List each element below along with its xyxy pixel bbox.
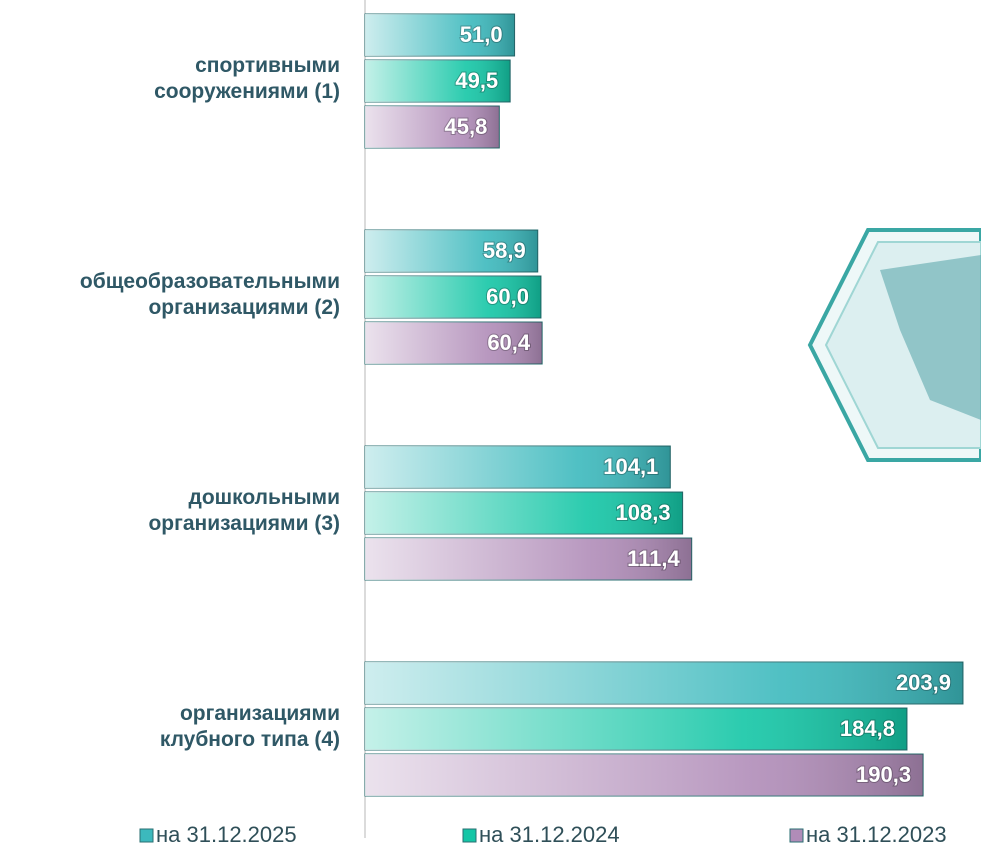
value-label: 60,4 <box>487 330 531 355</box>
value-label: 104,1 <box>603 454 658 479</box>
bar <box>364 753 924 797</box>
value-label: 111,4 <box>627 546 680 571</box>
value-label: 108,3 <box>616 500 671 525</box>
bar <box>364 707 908 751</box>
value-label: 49,5 <box>455 68 498 93</box>
category-label: спортивными сооружениями (1) <box>154 54 340 103</box>
legend-marker <box>462 828 477 843</box>
category-label: организациями клубного типа (4) <box>160 702 340 751</box>
value-label: 58,9 <box>483 238 526 263</box>
legend-label: на 31.12.2023 <box>806 822 947 847</box>
value-label: 184,8 <box>840 716 895 741</box>
value-label: 60,0 <box>486 284 529 309</box>
value-label: 190,3 <box>856 762 911 787</box>
value-label: 51,0 <box>460 22 503 47</box>
legend-marker <box>139 828 154 843</box>
legend-marker <box>789 828 804 843</box>
category-label: общеобразовательными организациями (2) <box>80 270 340 319</box>
bar <box>364 661 964 705</box>
category-label: дошкольными организациями (3) <box>148 486 340 535</box>
value-label: 45,8 <box>444 114 487 139</box>
decoration <box>807 228 981 462</box>
legend-label: на 31.12.2025 <box>156 822 297 847</box>
value-label: 203,9 <box>896 670 951 695</box>
legend-label: на 31.12.2024 <box>479 822 620 847</box>
